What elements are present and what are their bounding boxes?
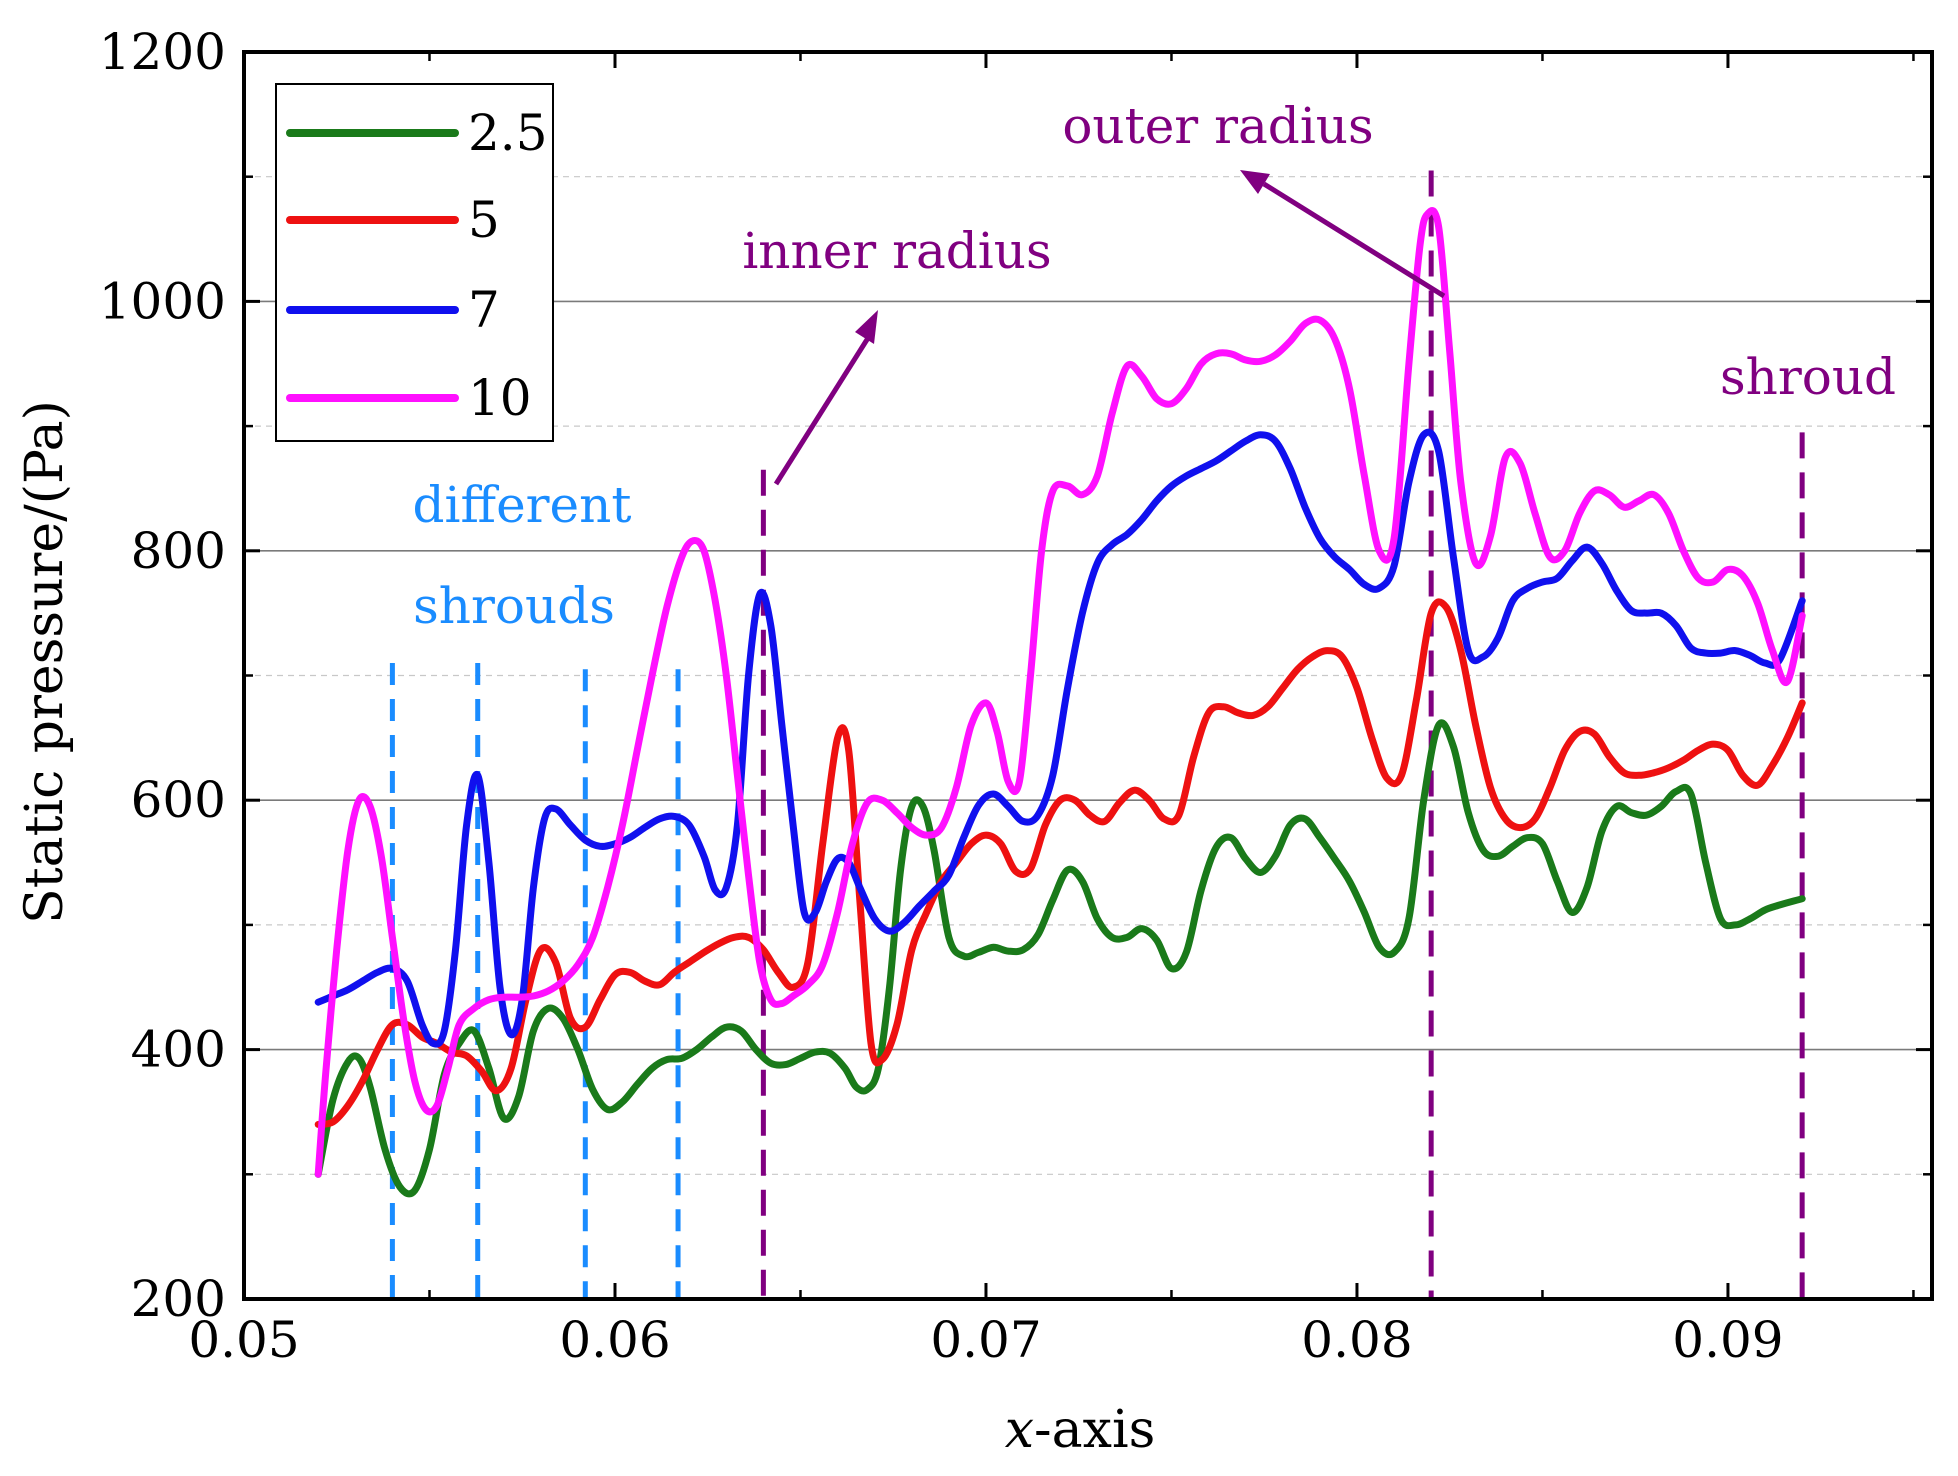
series-lines xyxy=(314,207,1806,1198)
x-tick-label: 0.08 xyxy=(1301,1311,1412,1369)
y-tick-label: 800 xyxy=(131,522,226,580)
legend-label-10: 10 xyxy=(468,369,532,427)
legend-box xyxy=(275,83,554,442)
shroud-label: shroud xyxy=(1720,348,1896,406)
x-axis-title-rest: -axis xyxy=(1034,1400,1155,1460)
x-tick-label: 0.07 xyxy=(930,1311,1041,1369)
y-tick-label: 400 xyxy=(131,1021,226,1079)
shroud-guide-lines xyxy=(389,663,681,1299)
series-line-7 xyxy=(314,428,1806,1048)
x-tick-label: 0.06 xyxy=(559,1311,670,1369)
legend-label-2-5: 2.5 xyxy=(468,104,548,162)
axis-ticks xyxy=(242,50,1932,1301)
x-axis-title: x-axis xyxy=(1005,1400,1156,1460)
x-axis-title-var: x xyxy=(1005,1400,1034,1460)
y-tick-label: 1000 xyxy=(99,272,226,330)
shroud-label-line2: shrouds xyxy=(413,577,615,635)
marker-guide-lines xyxy=(760,170,1805,1299)
legend-label-7: 7 xyxy=(468,281,500,339)
axis-tick-labels: 0.05 0.06 0.07 0.08 0.09 200 400 600 800 1000 1200 xyxy=(99,23,1784,1369)
x-tick-label: 0.09 xyxy=(1672,1311,1783,1369)
series-line-5 xyxy=(314,598,1806,1128)
y-tick-label: 600 xyxy=(131,771,226,829)
inner-radius-arrowhead xyxy=(855,310,878,344)
y-tick-label: 1200 xyxy=(99,23,226,81)
x-tick-label: 0.05 xyxy=(188,1311,299,1369)
legend: 2.5 5 7 10 xyxy=(275,83,554,442)
outer-radius-arrow xyxy=(1262,181,1446,299)
y-axis-title: Static pressure/(Pa) xyxy=(15,400,75,924)
inner-radius-label: inner radius xyxy=(742,222,1051,280)
outer-radius-arrowhead xyxy=(1240,170,1270,194)
outer-radius-label: outer radius xyxy=(1062,97,1373,155)
annotations: different shrouds inner radius outer rad… xyxy=(413,97,1896,635)
legend-label-5: 5 xyxy=(468,191,500,249)
shroud-label-line1: different xyxy=(413,476,632,534)
y-tick-label: 200 xyxy=(131,1270,226,1328)
inner-radius-arrow xyxy=(773,336,871,486)
series-line-10 xyxy=(314,207,1806,1178)
series-line-2-5 xyxy=(314,719,1806,1198)
